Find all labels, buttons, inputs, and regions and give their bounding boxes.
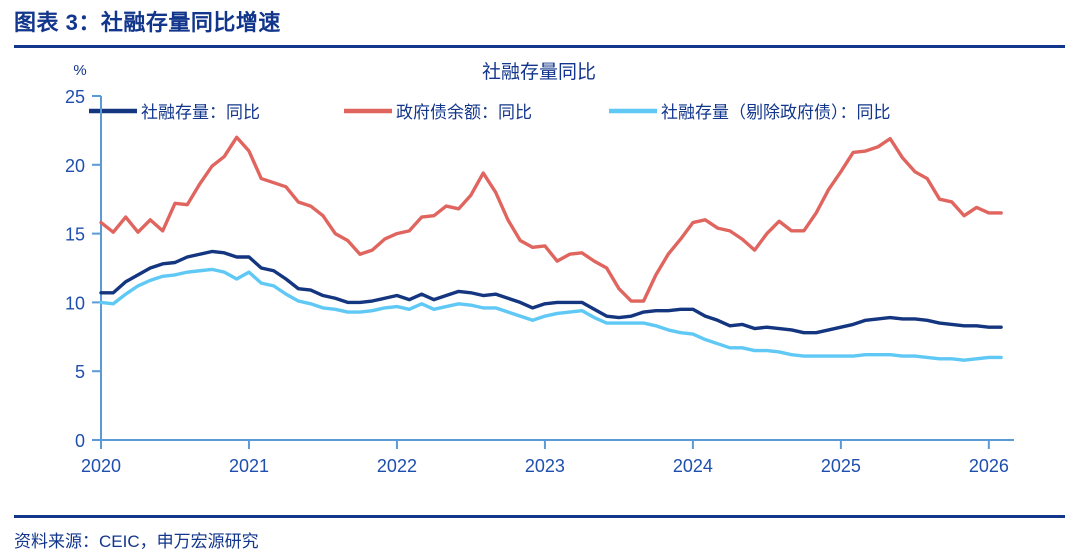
y-axis-tick-label: 25 (65, 87, 85, 107)
source-note: 资料来源：CEIC，申万宏源研究 (14, 532, 259, 551)
y-axis-tick-label: 0 (75, 431, 85, 451)
series-line-1 (99, 135, 1003, 304)
chart-legend: 社融存量：同比 政府债余额：同比 社融存量（剔除政府债）：同比 (89, 103, 891, 122)
y-axis-tick-label: 15 (65, 225, 85, 245)
y-axis-unit-label: % (73, 62, 86, 79)
y-axis-tick-label: 10 (65, 294, 85, 314)
series-line-0 (99, 250, 1003, 335)
x-axis-tick-label: 2023 (525, 456, 565, 476)
y-axis: 0 5 10 15 20 25 (65, 87, 101, 451)
x-axis-tick-label: 2021 (229, 456, 269, 476)
footer-divider (14, 515, 1065, 518)
header-divider (14, 45, 1065, 49)
y-axis-tick-label: 5 (75, 362, 85, 382)
x-axis: 2020 2021 2022 2023 2024 2025 2026 (81, 440, 1009, 476)
chart-series-lines (99, 135, 1003, 363)
series-line-2 (99, 267, 1003, 363)
legend-label-0: 社融存量：同比 (141, 103, 260, 122)
x-axis-tick-label: 2025 (821, 456, 861, 476)
legend-label-1: 政府债余额：同比 (396, 103, 532, 122)
x-axis-tick-label: 2026 (969, 456, 1009, 476)
page-title: 图表 3：社融存量同比增速 (14, 10, 281, 35)
legend-label-2: 社融存量（剔除政府债）：同比 (661, 103, 891, 122)
chart-plot-area: 社融存量同比 % 社融存量：同比 政府债余额：同比 社融存量（剔除政府债）：同比 0… (14, 48, 1065, 515)
x-axis-tick-label: 2020 (81, 456, 121, 476)
chart-title: 社融存量同比 (482, 61, 596, 83)
figure-header: 图表 3：社融存量同比增速 (0, 0, 1079, 41)
x-axis-tick-label: 2024 (673, 456, 713, 476)
line-chart: 社融存量同比 % 社融存量：同比 政府债余额：同比 社融存量（剔除政府债）：同比 0… (65, 61, 1014, 476)
y-axis-tick-label: 20 (65, 156, 85, 176)
x-axis-tick-label: 2022 (377, 456, 417, 476)
